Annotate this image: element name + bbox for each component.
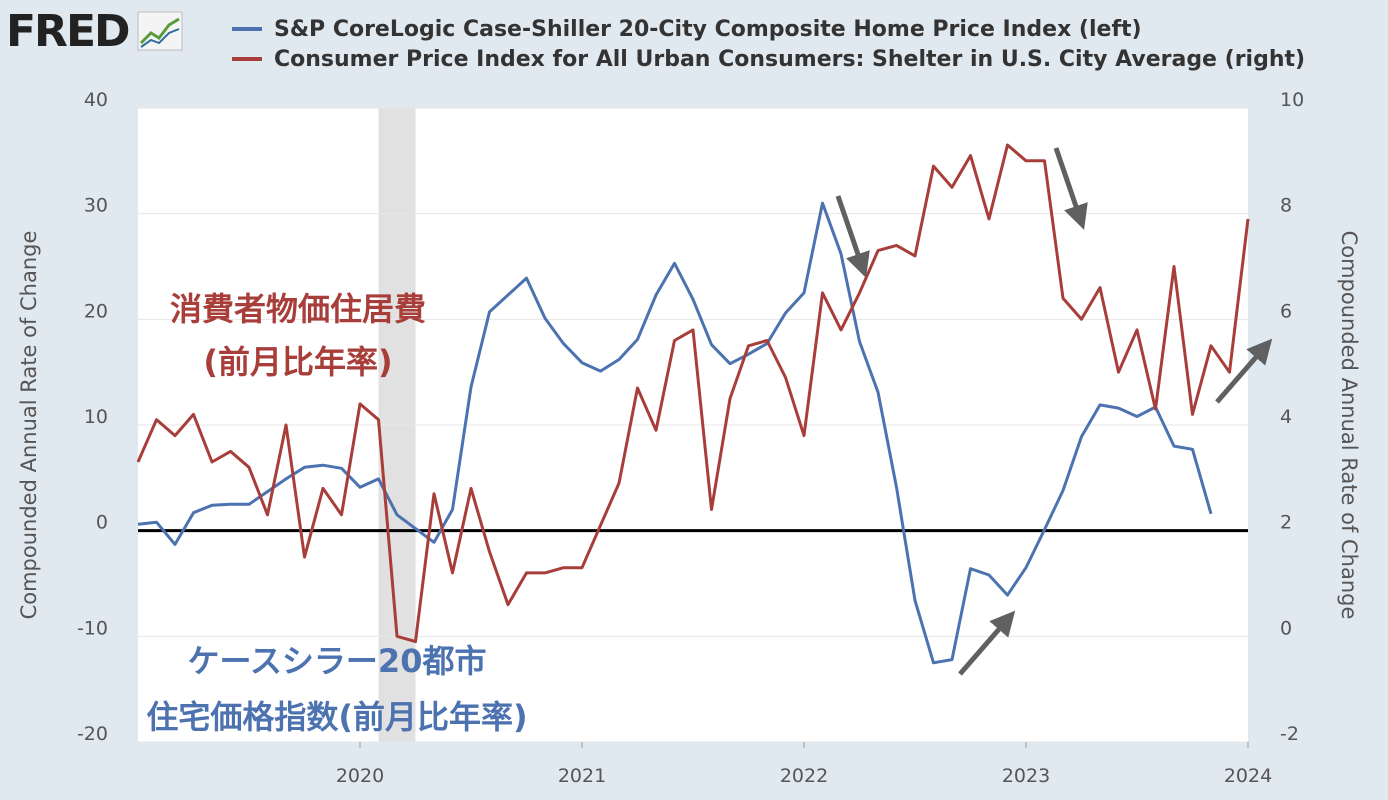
x-tick-label: 2023 <box>1002 765 1050 787</box>
annotation-cs-line1: ケースシラー20都市 <box>188 642 487 680</box>
series-line-shelter-cpi[interactable] <box>136 143 1250 644</box>
left-tick-label: 10 <box>84 406 108 428</box>
x-tick-label: 2020 <box>336 765 384 787</box>
x-tick-label: 2024 <box>1224 765 1272 787</box>
legend-item-case-shiller[interactable]: S&P CoreLogic Case-Shiller 20-City Compo… <box>232 14 1305 44</box>
left-tick-label: 40 <box>84 89 108 111</box>
right-tick-label: 2 <box>1280 512 1292 534</box>
right-axis-title: Compounded Annual Rate of Change <box>1337 231 1361 620</box>
left-tick-label: 0 <box>96 512 108 534</box>
annotation-cs-line2: 住宅価格指数(前月比年率) <box>146 698 527 736</box>
arrow-down-icon <box>835 195 870 278</box>
line-chart-icon <box>137 11 183 51</box>
legend: S&P CoreLogic Case-Shiller 20-City Compo… <box>232 14 1305 74</box>
series-line-case-shiller[interactable] <box>137 201 1213 665</box>
right-tick-label: 0 <box>1280 617 1292 639</box>
legend-item-shelter-cpi[interactable]: Consumer Price Index for All Urban Consu… <box>232 44 1305 74</box>
fred-logo[interactable]: FRED <box>6 5 183 57</box>
right-tick-label: 8 <box>1280 195 1292 217</box>
legend-label: Consumer Price Index for All Urban Consu… <box>274 46 1306 72</box>
x-tick-label: 2021 <box>558 765 606 787</box>
annotation-shelter-line1: 消費者物価住居費 <box>170 290 426 328</box>
left-tick-label: -20 <box>77 723 108 745</box>
left-tick-label: 20 <box>84 300 108 322</box>
annotation-shelter-line2: (前月比年率) <box>203 343 392 381</box>
arrow-up-icon <box>1215 338 1273 404</box>
left-axis-ticks: 40 30 20 10 0 -10 -20 <box>77 89 108 745</box>
legend-swatch-blue <box>232 27 262 31</box>
legend-swatch-red <box>232 57 262 61</box>
legend-label: S&P CoreLogic Case-Shiller 20-City Compo… <box>274 16 1142 42</box>
right-axis-ticks: 10 8 6 4 2 0 -2 <box>1280 89 1304 745</box>
right-tick-label: 6 <box>1280 300 1292 322</box>
x-axis-ticks: 2020 2021 2022 2023 2024 <box>336 742 1272 787</box>
x-tick-label: 2022 <box>780 765 828 787</box>
fred-logo-text: FRED <box>6 5 131 57</box>
right-tick-label: 10 <box>1280 89 1304 111</box>
arrow-down-icon <box>1053 147 1088 230</box>
right-tick-label: -2 <box>1280 723 1299 745</box>
arrow-up-icon <box>958 610 1016 676</box>
left-tick-label: 30 <box>84 195 108 217</box>
right-tick-label: 4 <box>1280 406 1292 428</box>
left-axis-title: Compounded Annual Rate of Change <box>17 231 41 620</box>
left-tick-label: -10 <box>77 617 108 639</box>
